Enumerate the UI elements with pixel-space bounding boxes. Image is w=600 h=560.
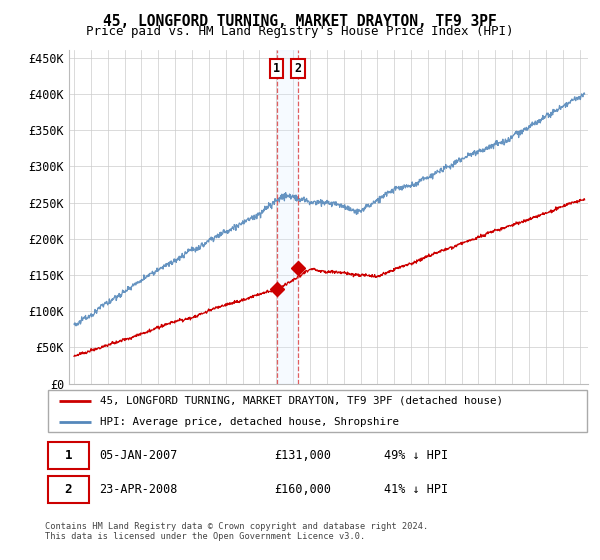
Text: 2: 2 xyxy=(64,483,72,496)
Text: 49% ↓ HPI: 49% ↓ HPI xyxy=(383,449,448,462)
Text: £131,000: £131,000 xyxy=(274,449,331,462)
FancyBboxPatch shape xyxy=(48,442,89,469)
Text: HPI: Average price, detached house, Shropshire: HPI: Average price, detached house, Shro… xyxy=(100,417,398,427)
Text: Price paid vs. HM Land Registry's House Price Index (HPI): Price paid vs. HM Land Registry's House … xyxy=(86,25,514,38)
Text: 2: 2 xyxy=(295,62,302,75)
Text: 1: 1 xyxy=(64,449,72,462)
Bar xyxy=(277,50,298,384)
Text: 41% ↓ HPI: 41% ↓ HPI xyxy=(383,483,448,496)
Text: 1: 1 xyxy=(273,62,280,75)
Text: 23-APR-2008: 23-APR-2008 xyxy=(100,483,178,496)
FancyBboxPatch shape xyxy=(48,390,587,432)
Text: £160,000: £160,000 xyxy=(274,483,331,496)
Text: Contains HM Land Registry data © Crown copyright and database right 2024.
This d: Contains HM Land Registry data © Crown c… xyxy=(45,522,428,542)
Text: 45, LONGFORD TURNING, MARKET DRAYTON, TF9 3PF: 45, LONGFORD TURNING, MARKET DRAYTON, TF… xyxy=(103,14,497,29)
Text: 05-JAN-2007: 05-JAN-2007 xyxy=(100,449,178,462)
FancyBboxPatch shape xyxy=(48,476,89,503)
Text: 45, LONGFORD TURNING, MARKET DRAYTON, TF9 3PF (detached house): 45, LONGFORD TURNING, MARKET DRAYTON, TF… xyxy=(100,396,503,406)
